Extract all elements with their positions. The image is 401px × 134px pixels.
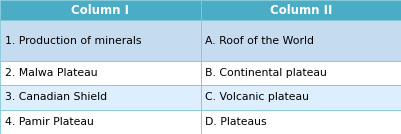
Bar xyxy=(0,20,200,61)
Text: A. Roof of the World: A. Roof of the World xyxy=(205,36,314,46)
Bar xyxy=(200,61,401,85)
Bar xyxy=(0,0,200,20)
Bar xyxy=(200,20,401,61)
Text: C. Volcanic plateau: C. Volcanic plateau xyxy=(205,92,309,103)
Bar xyxy=(0,61,200,85)
Bar xyxy=(200,85,401,110)
Text: Column II: Column II xyxy=(269,4,332,17)
Text: 4. Pamir Plateau: 4. Pamir Plateau xyxy=(5,117,94,127)
Bar xyxy=(200,0,401,20)
Text: 3. Canadian Shield: 3. Canadian Shield xyxy=(5,92,107,103)
Text: 1. Production of minerals: 1. Production of minerals xyxy=(5,36,141,46)
Text: D. Plateaus: D. Plateaus xyxy=(205,117,267,127)
Text: B. Continental plateau: B. Continental plateau xyxy=(205,68,327,78)
Bar xyxy=(0,110,200,134)
Text: Column I: Column I xyxy=(71,4,129,17)
Text: 2. Malwa Plateau: 2. Malwa Plateau xyxy=(5,68,97,78)
Bar xyxy=(200,110,401,134)
Bar xyxy=(0,85,200,110)
